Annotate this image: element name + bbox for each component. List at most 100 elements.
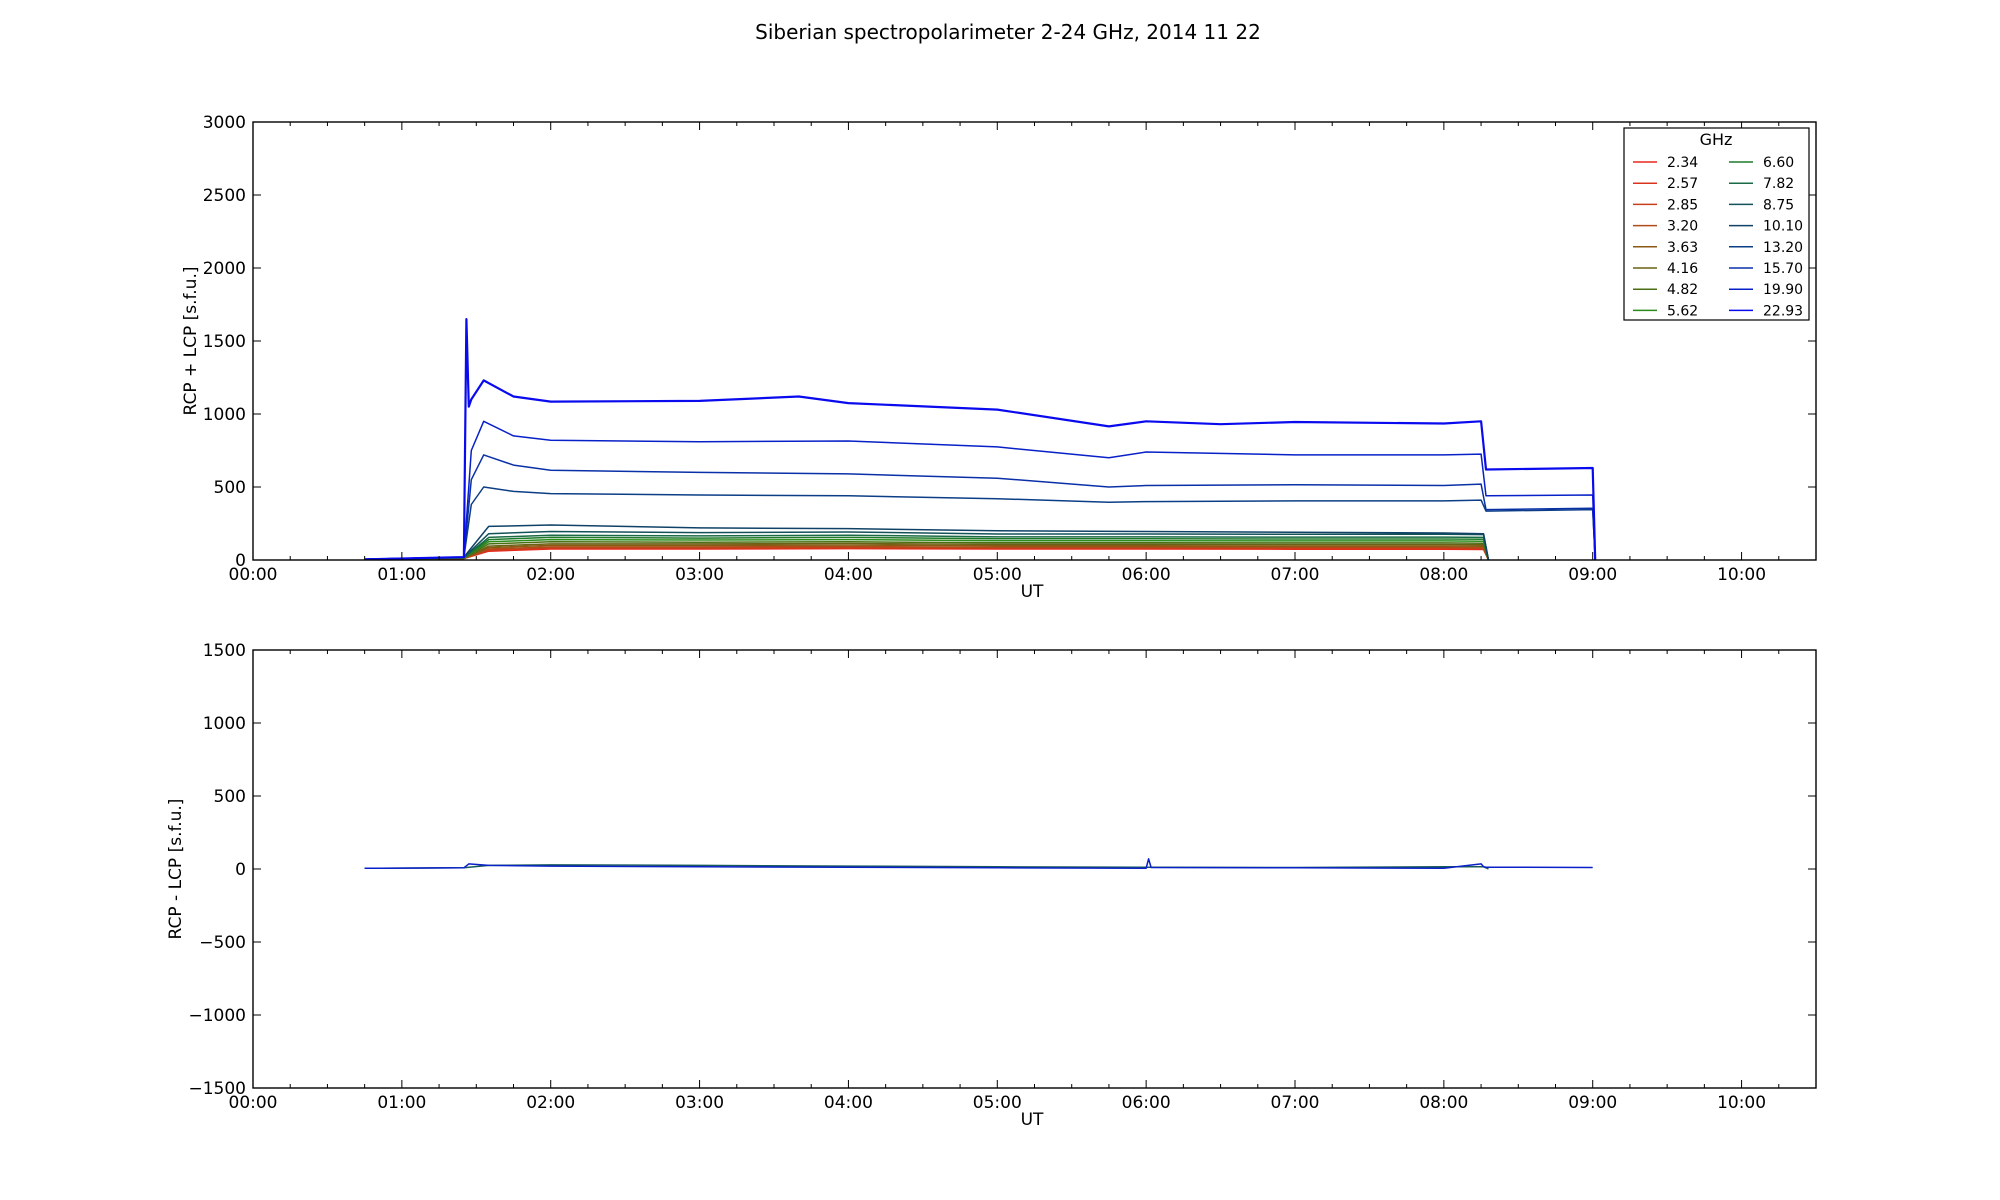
top-y-axis-label: RCP + LCP [s.f.u.]	[181, 267, 201, 416]
bottom-x-axis-label: UT	[1021, 1110, 1044, 1130]
top-x-tick-label: 01:00	[377, 565, 426, 585]
bottom-axis-ticks: 00:00 01:00 02:00 03:00 04:00 05:00 06:00 07:00…	[188, 641, 1817, 1113]
bottom-y-tick-label: 0	[235, 860, 246, 880]
legend-label: 13.20	[1763, 240, 1803, 256]
legend-label: 3.63	[1667, 240, 1698, 256]
legend-label: 10.10	[1763, 219, 1803, 235]
legend-item-19-90: 19.90	[1729, 282, 1803, 298]
bottom-x-tick-label: 00:00	[229, 1093, 278, 1113]
legend-label: 2.57	[1667, 176, 1698, 192]
bottom-x-tick-label: 06:00	[1122, 1093, 1171, 1113]
bottom-axes-frame	[252, 649, 1817, 1089]
top-series-line-13-20	[364, 486, 1596, 560]
top-y-tick-label: 2000	[203, 259, 246, 279]
top-axis-ticks: 00:00 01:00 02:00 03:00 04:00 05:00 06:00 07:00…	[203, 113, 1817, 585]
legend-label: 4.16	[1667, 261, 1698, 277]
top-series-line-19-90	[364, 420, 1596, 560]
top-x-tick-label: 10:00	[1717, 565, 1766, 585]
legend-item-10-10: 10.10	[1729, 219, 1803, 235]
top-x-tick-label: 07:00	[1271, 565, 1320, 585]
bottom-x-tick-label: 09:00	[1568, 1093, 1617, 1113]
bottom-y-tick-label: −500	[199, 933, 246, 953]
top-series-line-7-82	[364, 534, 1490, 560]
legend-item-22-93: 22.93	[1729, 303, 1803, 319]
legend-item-5-62: 5.62	[1633, 303, 1698, 319]
bottom-x-tick-label: 04:00	[824, 1093, 873, 1113]
bottom-x-tick-label: 10:00	[1717, 1093, 1766, 1113]
top-x-tick-label: 09:00	[1568, 565, 1617, 585]
top-y-tick-label: 2500	[203, 186, 246, 206]
top-x-tick-label: 02:00	[526, 565, 575, 585]
legend-label: 2.85	[1667, 197, 1698, 213]
top-x-tick-label: 06:00	[1122, 565, 1171, 585]
top-series-line-3-63	[364, 544, 1490, 560]
legend-item-8-75: 8.75	[1729, 197, 1794, 213]
top-axes-frame	[252, 121, 1817, 561]
legend-frame	[1623, 127, 1810, 321]
top-y-tick-label: 0	[235, 551, 246, 571]
top-series-line-4-82	[364, 541, 1490, 560]
top-series-line-22-93	[364, 318, 1597, 560]
legend-item-4-16: 4.16	[1633, 261, 1698, 277]
legend-item-15-70: 15.70	[1729, 261, 1803, 277]
figure-title: Siberian spectropolarimeter 2-24 GHz, 20…	[755, 20, 1261, 44]
bottom-y-tick-label: 1000	[203, 714, 246, 734]
top-panel: 00:00 01:00 02:00 03:00 04:00 05:00 06:00 07:00…	[181, 113, 1817, 602]
top-x-axis-label: UT	[1021, 582, 1044, 602]
top-x-tick-label: 05:00	[973, 565, 1022, 585]
top-series-line-10-10	[364, 524, 1490, 560]
top-y-tick-label: 500	[214, 478, 246, 498]
top-y-tick-label: 3000	[203, 113, 246, 133]
legend: GHz 2.34 2.57 2.85 3.20 3.63 4.16 4.82 5.62 6.60…	[1623, 127, 1810, 321]
legend-item-3-20: 3.20	[1633, 219, 1698, 235]
top-series-line-3-20	[364, 545, 1490, 560]
top-series-line-8-75	[364, 530, 1490, 560]
bottom-y-axis-label: RCP - LCP [s.f.u.]	[166, 799, 186, 940]
legend-item-3-63: 3.63	[1633, 240, 1698, 256]
legend-label: 6.60	[1763, 155, 1794, 171]
legend-item-6-60: 6.60	[1729, 155, 1794, 171]
bottom-y-tick-label: 1500	[203, 641, 246, 661]
top-x-tick-label: 08:00	[1419, 565, 1468, 585]
legend-title: GHz	[1700, 130, 1733, 149]
legend-label: 8.75	[1763, 197, 1794, 213]
bottom-x-tick-label: 01:00	[377, 1093, 426, 1113]
bottom-series-line-2	[364, 858, 1593, 870]
bottom-panel: 00:00 01:00 02:00 03:00 04:00 05:00 06:00 07:00…	[166, 641, 1817, 1130]
top-series-line-4-16	[364, 542, 1490, 560]
top-x-tick-label: 03:00	[675, 565, 724, 585]
legend-item-2-85: 2.85	[1633, 197, 1698, 213]
top-series-line-15-70	[364, 454, 1596, 560]
bottom-y-tick-label: −1500	[188, 1079, 246, 1099]
bottom-x-tick-label: 02:00	[526, 1093, 575, 1113]
bottom-plot-lines	[364, 858, 1593, 870]
top-y-tick-label: 1000	[203, 405, 246, 425]
legend-label: 5.62	[1667, 303, 1698, 319]
bottom-x-tick-label: 08:00	[1419, 1093, 1468, 1113]
bottom-x-tick-label: 05:00	[973, 1093, 1022, 1113]
top-x-tick-label: 04:00	[824, 565, 873, 585]
top-plot-lines	[364, 318, 1597, 560]
bottom-y-tick-label: 500	[214, 787, 246, 807]
legend-label: 3.20	[1667, 219, 1698, 235]
legend-label: 22.93	[1763, 303, 1803, 319]
top-series-line-5-62	[364, 538, 1490, 560]
legend-item-7-82: 7.82	[1729, 176, 1794, 192]
bottom-y-tick-label: −1000	[188, 1006, 246, 1026]
legend-item-2-57: 2.57	[1633, 176, 1698, 192]
legend-item-4-82: 4.82	[1633, 282, 1698, 298]
top-series-line-2-34	[364, 547, 1490, 560]
top-y-tick-label: 1500	[203, 332, 246, 352]
legend-label: 15.70	[1763, 261, 1803, 277]
top-series-line-6-60	[364, 536, 1490, 560]
bottom-x-tick-label: 03:00	[675, 1093, 724, 1113]
legend-label: 4.82	[1667, 282, 1698, 298]
legend-item-13-20: 13.20	[1729, 240, 1803, 256]
legend-item-2-34: 2.34	[1633, 155, 1698, 171]
legend-label: 19.90	[1763, 282, 1803, 298]
legend-label: 2.34	[1667, 155, 1698, 171]
top-x-tick-label: 00:00	[229, 565, 278, 585]
legend-label: 7.82	[1763, 176, 1794, 192]
bottom-x-tick-label: 07:00	[1271, 1093, 1320, 1113]
